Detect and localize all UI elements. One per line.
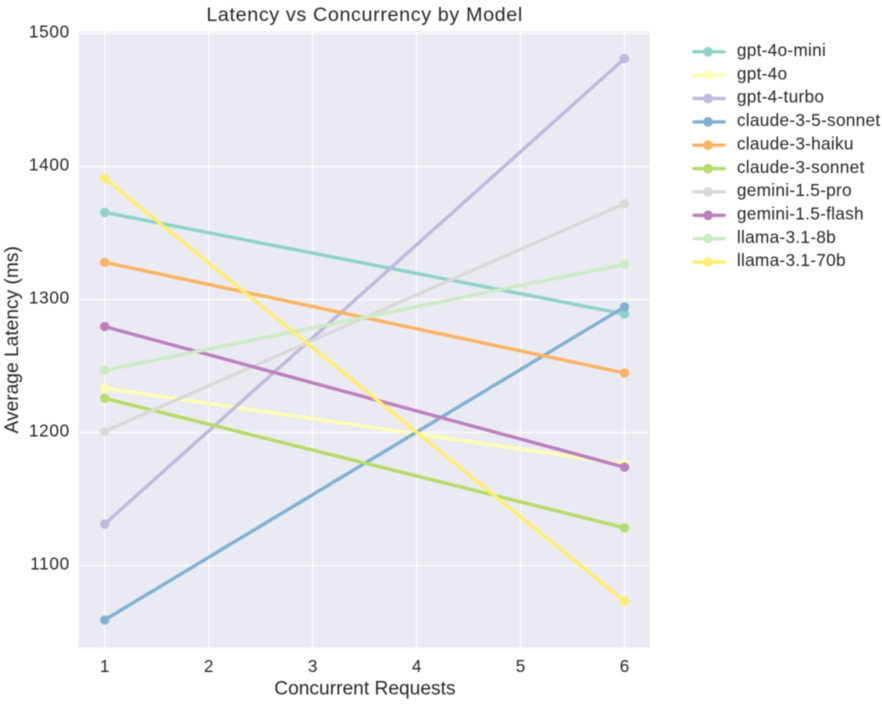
svg-text:llama-3.1-8b: llama-3.1-8b bbox=[737, 227, 836, 247]
svg-text:claude-3-sonnet: claude-3-sonnet bbox=[737, 157, 865, 177]
svg-text:Latency vs Concurrency by Mode: Latency vs Concurrency by Model bbox=[206, 4, 523, 26]
svg-text:1100: 1100 bbox=[30, 553, 70, 573]
svg-text:1500: 1500 bbox=[29, 21, 70, 41]
svg-text:1: 1 bbox=[100, 656, 110, 676]
svg-text:Average Latency (ms): Average Latency (ms) bbox=[2, 246, 23, 433]
svg-text:2: 2 bbox=[204, 656, 214, 676]
svg-text:6: 6 bbox=[620, 656, 630, 676]
svg-text:gpt-4o-mini: gpt-4o-mini bbox=[737, 40, 826, 60]
svg-text:gpt-4o: gpt-4o bbox=[737, 63, 788, 83]
svg-text:llama-3.1-70b: llama-3.1-70b bbox=[737, 250, 846, 270]
svg-text:3: 3 bbox=[308, 656, 318, 676]
svg-text:gpt-4-turbo: gpt-4-turbo bbox=[737, 87, 824, 107]
svg-text:gemini-1.5-flash: gemini-1.5-flash bbox=[737, 204, 864, 224]
svg-text:5: 5 bbox=[516, 656, 526, 676]
svg-text:1200: 1200 bbox=[29, 420, 70, 440]
svg-text:1300: 1300 bbox=[29, 287, 70, 307]
svg-text:claude-3-5-sonnet: claude-3-5-sonnet bbox=[737, 110, 881, 130]
svg-text:4: 4 bbox=[412, 656, 422, 676]
svg-text:claude-3-haiku: claude-3-haiku bbox=[737, 133, 854, 153]
svg-text:1400: 1400 bbox=[29, 154, 70, 174]
svg-text:Concurrent Requests: Concurrent Requests bbox=[274, 678, 455, 699]
svg-text:gemini-1.5-pro: gemini-1.5-pro bbox=[737, 180, 852, 200]
